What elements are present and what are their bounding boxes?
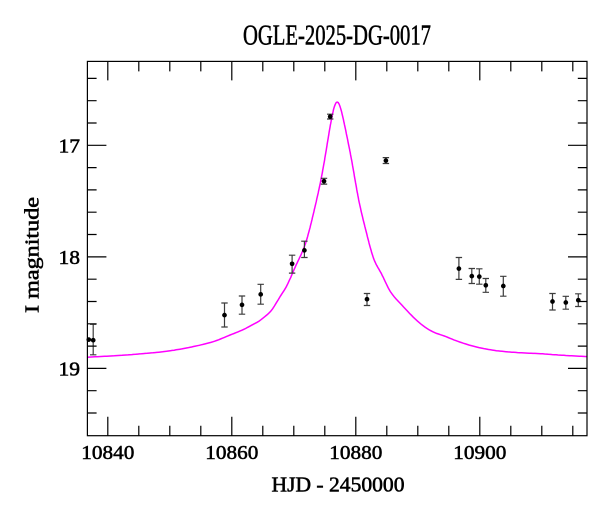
svg-text:18: 18 xyxy=(59,247,81,269)
svg-text:10900: 10900 xyxy=(453,442,506,464)
svg-text:10860: 10860 xyxy=(205,442,258,464)
svg-text:OGLE-2025-DG-0017: OGLE-2025-DG-0017 xyxy=(243,20,431,51)
svg-text:10880: 10880 xyxy=(329,442,382,464)
svg-text:HJD - 2450000: HJD - 2450000 xyxy=(272,473,405,496)
svg-text:10840: 10840 xyxy=(81,442,134,464)
svg-text:I magnitude: I magnitude xyxy=(22,197,44,313)
svg-text:19: 19 xyxy=(59,358,81,380)
svg-text:17: 17 xyxy=(59,135,81,157)
